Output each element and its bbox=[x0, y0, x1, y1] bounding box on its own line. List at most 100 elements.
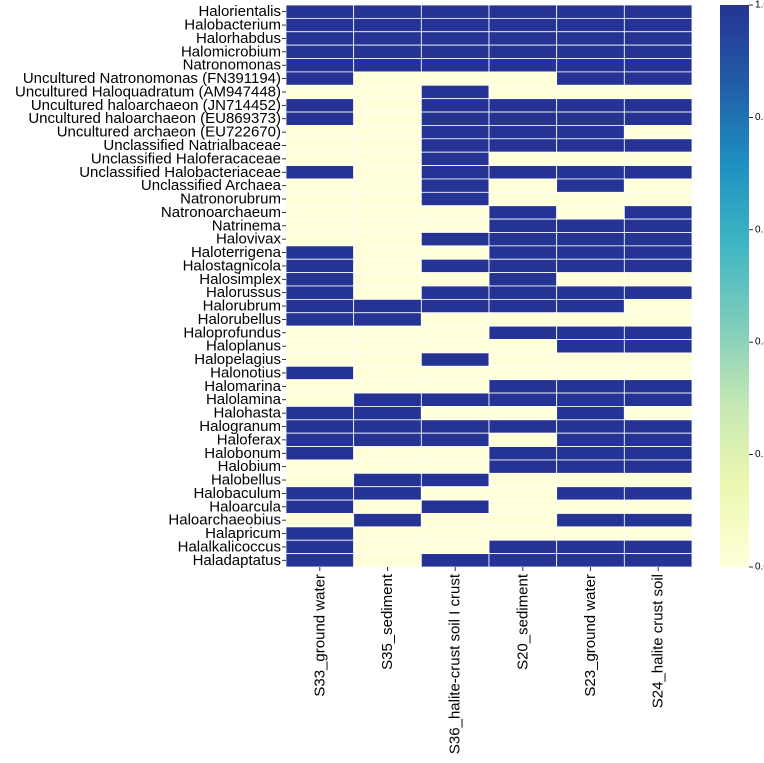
cell-haloarcula-s36-halite-crust-soil-i-crust bbox=[420, 499, 490, 514]
cell-halobonum-s20-sediment bbox=[488, 446, 558, 461]
row-label-halobellus: Halobellus bbox=[211, 472, 281, 489]
cell-halomarina-s23-ground-water bbox=[556, 379, 625, 394]
cell-haloferax-s20-sediment bbox=[488, 432, 558, 447]
cell-halalkalicoccus-s24-halite-crust-soil bbox=[623, 539, 693, 555]
cell-halolamina-s24-halite-crust-soil bbox=[623, 392, 693, 407]
cell-uncultured-haloarchaeon-jn714452-s24-halite-crust-soil bbox=[623, 98, 693, 113]
cell-halorientalis-s33-ground-water bbox=[285, 4, 355, 19]
row-label-haloarcula: Haloarcula bbox=[209, 498, 281, 515]
row-label-haloferax: Haloferax bbox=[217, 431, 282, 448]
row-label-uncultured-archaeon-eu722670: Uncultured archaeon (EU722670) bbox=[57, 124, 281, 141]
cell-unclassified-archaea-s35-sediment bbox=[353, 178, 422, 193]
cell-uncultured-haloarchaeon-eu869373-s20-sediment bbox=[488, 111, 558, 126]
row-label-halogranum: Halogranum bbox=[199, 418, 281, 435]
cell-unclassified-haloferacaceae-s33-ground-water bbox=[285, 151, 355, 166]
cell-halorussus-s33-ground-water bbox=[285, 285, 355, 300]
cell-unclassified-archaea-s33-ground-water bbox=[285, 178, 355, 193]
cell-haloarchaeobius-s33-ground-water bbox=[285, 513, 355, 528]
row-label-haloterrigena: Haloterrigena bbox=[191, 244, 282, 261]
cell-haladaptatus-s23-ground-water bbox=[556, 553, 625, 568]
cell-halobellus-s24-halite-crust-soil bbox=[623, 472, 693, 488]
cell-unclassified-halobacteriaceae-s36-halite-crust-soil-i-crust bbox=[420, 165, 490, 180]
cell-halobonum-s35-sediment bbox=[353, 446, 422, 461]
cell-halonotius-s33-ground-water bbox=[285, 365, 355, 381]
cell-unclassified-haloferacaceae-s35-sediment bbox=[353, 151, 422, 166]
cell-halovivax-s33-ground-water bbox=[285, 232, 355, 247]
row-label-natronorubrum: Natronorubrum bbox=[180, 191, 281, 208]
cell-uncultured-haloarchaeon-jn714452-s35-sediment bbox=[353, 98, 422, 113]
cell-haloterrigena-s33-ground-water bbox=[285, 245, 355, 260]
cell-unclassified-halobacteriaceae-s20-sediment bbox=[488, 165, 558, 180]
cell-halobium-s33-ground-water bbox=[285, 459, 355, 474]
row-label-uncultured-natronomonas-fn391194: Uncultured Natronomonas (FN391194) bbox=[23, 70, 281, 87]
cell-haloplanus-s35-sediment bbox=[353, 339, 422, 354]
cell-unclassified-natrialbaceae-s20-sediment bbox=[488, 138, 558, 153]
row-label-halorussus: Halorussus bbox=[206, 284, 281, 301]
cell-halohasta-s35-sediment bbox=[353, 406, 422, 421]
cell-halonotius-s36-halite-crust-soil-i-crust bbox=[420, 365, 490, 381]
cell-natronomonas-s35-sediment bbox=[353, 58, 422, 73]
row-label-halolamina: Halolamina bbox=[206, 391, 282, 408]
cell-halolamina-s35-sediment bbox=[353, 392, 422, 407]
cell-halolamina-s33-ground-water bbox=[285, 392, 355, 407]
cell-uncultured-natronomonas-fn391194-s23-ground-water bbox=[556, 71, 625, 86]
cell-halorhabdus-s23-ground-water bbox=[556, 31, 625, 46]
cell-natronomonas-s20-sediment bbox=[488, 58, 558, 73]
cell-halohasta-s20-sediment bbox=[488, 406, 558, 421]
cell-halomicrobium-s23-ground-water bbox=[556, 44, 625, 59]
cell-natronomonas-s24-halite-crust-soil bbox=[623, 58, 693, 73]
row-label-halobium: Halobium bbox=[218, 458, 281, 475]
row-label-halorubrum: Halorubrum bbox=[203, 298, 281, 315]
cell-halomicrobium-s36-halite-crust-soil-i-crust bbox=[420, 44, 490, 59]
cell-unclassified-haloferacaceae-s24-halite-crust-soil bbox=[623, 151, 693, 166]
cell-natronorubrum-s24-halite-crust-soil bbox=[623, 191, 693, 207]
cell-halorhabdus-s35-sediment bbox=[353, 31, 422, 46]
column-label-s23-ground-water: S23_ground water bbox=[582, 574, 599, 697]
row-label-unclassified-halobacteriaceae: Unclassified Halobacteriaceae bbox=[79, 164, 281, 181]
cell-haloferax-s23-ground-water bbox=[556, 432, 625, 447]
cell-halorubellus-s36-halite-crust-soil-i-crust bbox=[420, 312, 490, 327]
cell-natronoarchaeum-s35-sediment bbox=[353, 205, 422, 220]
cell-haloprofundus-s24-halite-crust-soil bbox=[623, 325, 693, 340]
cell-unclassified-halobacteriaceae-s24-halite-crust-soil bbox=[623, 165, 693, 180]
cell-unclassified-natrialbaceae-s23-ground-water bbox=[556, 138, 625, 153]
cell-haloarcula-s23-ground-water bbox=[556, 499, 625, 514]
cell-halogranum-s35-sediment bbox=[353, 419, 422, 434]
cell-uncultured-haloquadratum-am947448-s24-halite-crust-soil bbox=[623, 84, 693, 100]
cell-halolamina-s20-sediment bbox=[488, 392, 558, 407]
cell-halorubellus-s20-sediment bbox=[488, 312, 558, 327]
cell-unclassified-natrialbaceae-s24-halite-crust-soil bbox=[623, 138, 693, 153]
cell-halovivax-s36-halite-crust-soil-i-crust bbox=[420, 232, 490, 247]
cell-halobium-s36-halite-crust-soil-i-crust bbox=[420, 459, 490, 474]
cell-unclassified-halobacteriaceae-s33-ground-water bbox=[285, 165, 355, 180]
row-label-natronoarchaeum: Natronoarchaeum bbox=[161, 204, 281, 221]
cell-haladaptatus-s35-sediment bbox=[353, 553, 422, 568]
cell-halobellus-s20-sediment bbox=[488, 472, 558, 488]
cell-halobellus-s35-sediment bbox=[353, 472, 422, 488]
cell-uncultured-natronomonas-fn391194-s35-sediment bbox=[353, 71, 422, 86]
cell-halohasta-s36-halite-crust-soil-i-crust bbox=[420, 406, 490, 421]
row-label-halorubellus: Halorubellus bbox=[198, 311, 281, 328]
cell-uncultured-archaeon-eu722670-s24-halite-crust-soil bbox=[623, 125, 693, 140]
cell-uncultured-archaeon-eu722670-s33-ground-water bbox=[285, 125, 355, 140]
cell-halovivax-s20-sediment bbox=[488, 232, 558, 247]
cell-halobonum-s24-halite-crust-soil bbox=[623, 446, 693, 461]
cell-natronomonas-s33-ground-water bbox=[285, 58, 355, 73]
cell-uncultured-haloquadratum-am947448-s23-ground-water bbox=[556, 84, 625, 100]
cell-halopelagius-s23-ground-water bbox=[556, 352, 625, 367]
cell-halobaculum-s23-ground-water bbox=[556, 486, 625, 501]
cell-unclassified-natrialbaceae-s35-sediment bbox=[353, 138, 422, 153]
cell-halosimplex-s20-sediment bbox=[488, 272, 558, 287]
cell-haloferax-s35-sediment bbox=[353, 432, 422, 447]
cell-halalkalicoccus-s35-sediment bbox=[353, 539, 422, 555]
cell-halogranum-s33-ground-water bbox=[285, 419, 355, 434]
cell-halostagnicola-s24-halite-crust-soil bbox=[623, 258, 693, 274]
row-label-halomarina: Halomarina bbox=[204, 378, 281, 395]
row-label-halonotius: Halonotius bbox=[210, 364, 281, 381]
cell-halopelagius-s20-sediment bbox=[488, 352, 558, 367]
cell-halonotius-s20-sediment bbox=[488, 365, 558, 381]
cell-haloarcula-s33-ground-water bbox=[285, 499, 355, 514]
cell-halopelagius-s24-halite-crust-soil bbox=[623, 352, 693, 367]
cell-halovivax-s35-sediment bbox=[353, 232, 422, 247]
